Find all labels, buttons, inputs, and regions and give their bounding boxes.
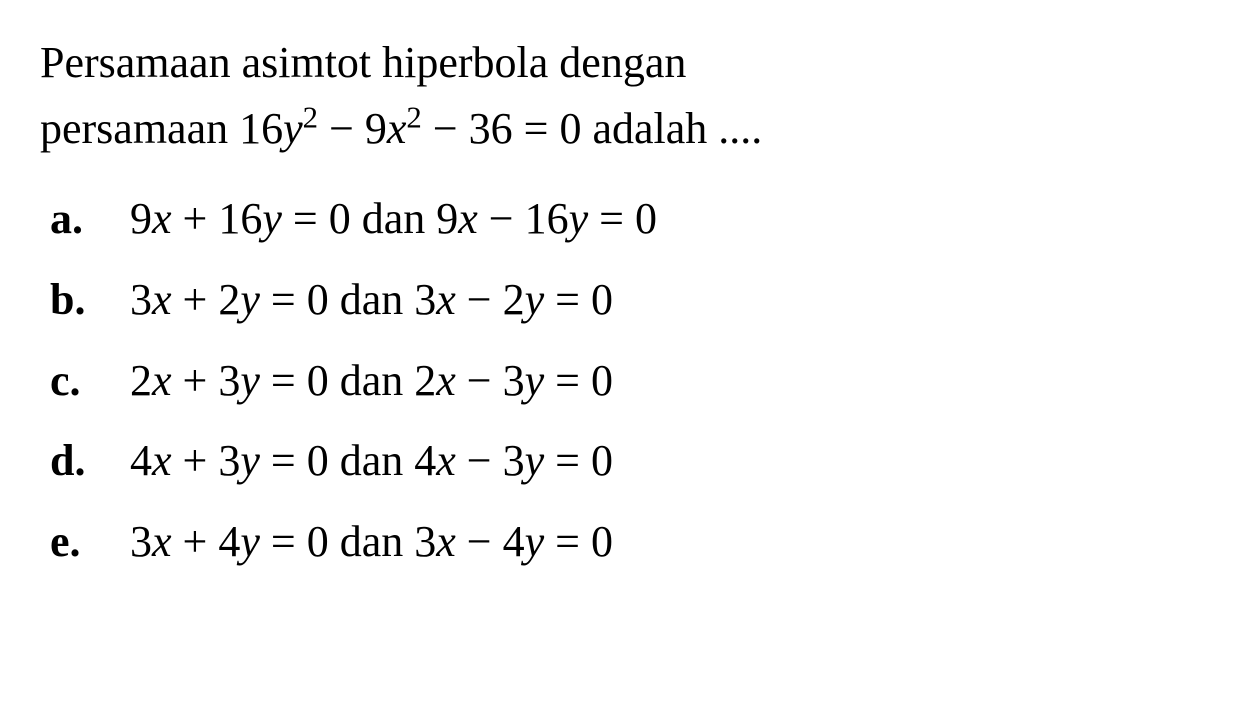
- option-var: y: [525, 517, 545, 566]
- option-part: = 0: [588, 194, 657, 243]
- question-mid1: − 9: [318, 104, 387, 153]
- option-a: a. 9x + 16y = 0 dan 9x − 16y = 0: [50, 182, 1219, 257]
- option-part: + 4: [172, 517, 241, 566]
- option-part: = 0 dan 9: [282, 194, 458, 243]
- option-part: = 0 dan 2: [260, 356, 436, 405]
- option-letter: a.: [50, 182, 130, 257]
- question-var-y: y: [283, 104, 303, 153]
- option-part: 3: [130, 517, 152, 566]
- option-part: = 0: [544, 517, 613, 566]
- option-part: = 0: [544, 356, 613, 405]
- option-e: e. 3x + 4y = 0 dan 3x − 4y = 0: [50, 505, 1219, 580]
- option-var: y: [525, 275, 545, 324]
- option-var: y: [240, 436, 260, 485]
- option-part: − 16: [478, 194, 569, 243]
- option-text: 3x + 2y = 0 dan 3x − 2y = 0: [130, 263, 1219, 338]
- option-var: x: [152, 356, 172, 405]
- question-sup2: 2: [406, 100, 421, 134]
- option-part: − 2: [456, 275, 525, 324]
- option-part: − 3: [456, 436, 525, 485]
- option-part: + 3: [172, 436, 241, 485]
- option-d: d. 4x + 3y = 0 dan 4x − 3y = 0: [50, 424, 1219, 499]
- option-part: = 0 dan 4: [260, 436, 436, 485]
- option-letter: c.: [50, 344, 130, 419]
- option-var: x: [436, 275, 456, 324]
- option-var: y: [240, 356, 260, 405]
- option-var: y: [262, 194, 282, 243]
- option-var: y: [525, 356, 545, 405]
- option-part: 4: [130, 436, 152, 485]
- option-part: − 3: [456, 356, 525, 405]
- option-var: x: [152, 436, 172, 485]
- option-letter: b.: [50, 263, 130, 338]
- question-suffix: − 36 = 0 adalah ....: [422, 104, 762, 153]
- option-var: x: [458, 194, 478, 243]
- option-text: 2x + 3y = 0 dan 2x − 3y = 0: [130, 344, 1219, 419]
- option-part: 3: [130, 275, 152, 324]
- option-var: y: [240, 275, 260, 324]
- option-text: 3x + 4y = 0 dan 3x − 4y = 0: [130, 505, 1219, 580]
- option-part: − 4: [456, 517, 525, 566]
- question-line1: Persamaan asimtot hiperbola dengan: [40, 38, 686, 87]
- question-sup1: 2: [303, 100, 318, 134]
- question-line2-prefix: persamaan 16: [40, 104, 283, 153]
- option-var: y: [240, 517, 260, 566]
- option-var: y: [525, 436, 545, 485]
- option-var: x: [436, 356, 456, 405]
- option-var: y: [569, 194, 589, 243]
- option-var: x: [436, 436, 456, 485]
- option-part: = 0: [544, 436, 613, 485]
- option-part: = 0 dan 3: [260, 275, 436, 324]
- option-letter: e.: [50, 505, 130, 580]
- option-letter: d.: [50, 424, 130, 499]
- option-part: + 3: [172, 356, 241, 405]
- option-text: 4x + 3y = 0 dan 4x − 3y = 0: [130, 424, 1219, 499]
- option-c: c. 2x + 3y = 0 dan 2x − 3y = 0: [50, 344, 1219, 419]
- option-part: 9: [130, 194, 152, 243]
- option-part: + 16: [172, 194, 263, 243]
- option-var: x: [436, 517, 456, 566]
- option-var: x: [152, 517, 172, 566]
- option-part: 2: [130, 356, 152, 405]
- option-var: x: [152, 194, 172, 243]
- question-text: Persamaan asimtot hiperbola dengan persa…: [40, 30, 1219, 162]
- question-var-x: x: [387, 104, 407, 153]
- option-part: + 2: [172, 275, 241, 324]
- option-var: x: [152, 275, 172, 324]
- option-part: = 0 dan 3: [260, 517, 436, 566]
- option-part: = 0: [544, 275, 613, 324]
- option-text: 9x + 16y = 0 dan 9x − 16y = 0: [130, 182, 1219, 257]
- option-b: b. 3x + 2y = 0 dan 3x − 2y = 0: [50, 263, 1219, 338]
- options-list: a. 9x + 16y = 0 dan 9x − 16y = 0 b. 3x +…: [40, 182, 1219, 580]
